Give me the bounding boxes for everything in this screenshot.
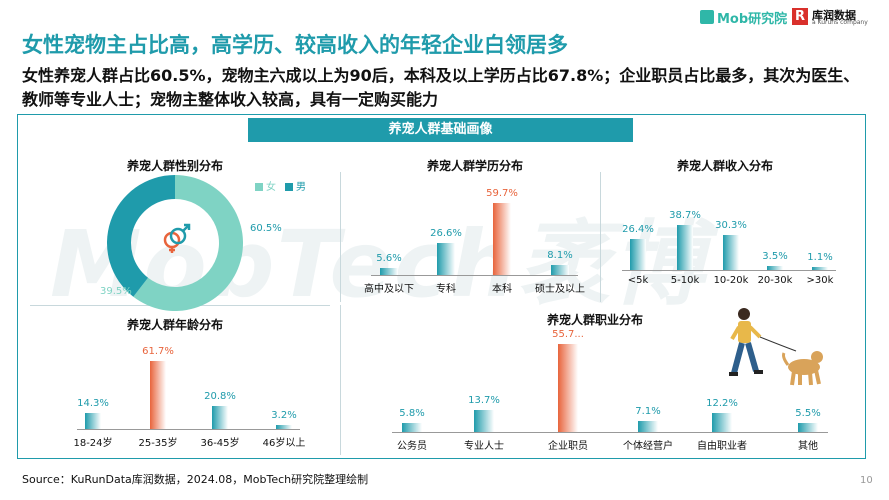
education-chart-title: 养宠人群学历分布 [426, 159, 523, 173]
gender-chart-title: 养宠人群性别分布 [126, 159, 223, 173]
person-walking-dog-icon [729, 308, 823, 386]
age-category-label: 46岁以上 [262, 438, 306, 449]
legend-male-swatch [285, 183, 293, 191]
occupation-baseline [392, 432, 828, 433]
age-bar [276, 425, 292, 429]
education-category-label: 硕士及以上 [535, 284, 585, 295]
education-bar [551, 265, 569, 275]
age-category-label: 36-45岁 [200, 438, 240, 449]
age-value-label: 20.8% [204, 391, 236, 403]
mob-logo-icon [700, 10, 714, 24]
occupation-category-label: 专业人士 [464, 441, 504, 452]
income-value-label: 26.4% [622, 224, 654, 236]
income-category-label: 20-30k [757, 275, 793, 286]
occupation-bar [558, 344, 578, 432]
income-baseline [622, 270, 836, 271]
kurun-logo-tagline: a Kuruns company [812, 19, 868, 26]
legend-female: 女 [255, 178, 276, 193]
kurun-logo-text: 库润数据 [812, 9, 856, 22]
legend-female-label: 女 [266, 182, 276, 193]
income-category-label: >30k [806, 275, 834, 286]
education-bar [437, 242, 455, 275]
education-category-label: 专科 [436, 284, 456, 295]
income-value-label: 1.1% [807, 252, 833, 263]
age-value-label: 14.3% [77, 398, 109, 410]
logo-bar: Mob研究院 R 库润数据 a Kuruns company [700, 8, 880, 28]
income-value-label: 3.5% [762, 250, 788, 262]
occupation-value-label: 12.2% [706, 397, 738, 409]
occupation-category-label: 公务员 [397, 441, 427, 452]
gender-donut-chart [107, 175, 243, 311]
content-frame [17, 114, 866, 459]
occupation-value-label: 13.7% [468, 395, 500, 407]
income-bar [723, 234, 739, 270]
age-category-label: 25-35岁 [138, 438, 178, 449]
occupation-category-label: 其他 [798, 441, 818, 452]
legend-male: 男 [285, 178, 306, 193]
occupation-bar [798, 423, 818, 432]
divider-vertical [340, 305, 341, 455]
occupation-value-label: 55.7... [552, 329, 584, 340]
income-category-label: <5k [627, 275, 649, 286]
income-bar [767, 265, 783, 270]
income-value-label: 38.7% [669, 210, 701, 221]
occupation-chart-title: 养宠人群职业分布 [546, 313, 643, 327]
divider-vertical [600, 172, 601, 302]
age-chart-title: 养宠人群年龄分布 [126, 318, 223, 332]
legend-female-swatch [255, 183, 263, 191]
age-category-label: 18-24岁 [73, 438, 113, 449]
income-bar [812, 267, 828, 270]
income-value-label: 30.3% [715, 219, 747, 231]
occupation-category-label: 自由职业者 [697, 441, 747, 452]
legend-male-label: 男 [296, 182, 306, 193]
donut-label-female: 60.5% [250, 223, 282, 234]
gender-symbols-icon [160, 222, 192, 254]
donut-slice-female [133, 175, 243, 311]
divider-vertical [340, 172, 341, 302]
education-category-label: 本科 [492, 284, 512, 295]
education-baseline [371, 275, 578, 276]
age-baseline [77, 429, 300, 430]
age-bar [150, 361, 166, 429]
education-value-label: 5.6% [376, 253, 402, 265]
donut-label-male: 39.5% [100, 286, 132, 297]
donut-slice-male [107, 175, 175, 297]
education-bar [380, 268, 398, 275]
income-category-label: 10-20k [713, 275, 749, 286]
education-value-label: 8.1% [547, 250, 573, 262]
age-bar [212, 406, 228, 429]
page-number: 10 [860, 475, 873, 486]
age-value-label: 61.7% [142, 346, 174, 357]
age-bar [85, 413, 101, 429]
occupation-category-label: 企业职员 [548, 441, 588, 452]
occupation-value-label: 5.8% [399, 407, 425, 419]
education-category-label: 高中及以下 [364, 284, 414, 295]
income-category-label: 5-10k [670, 275, 700, 286]
section-banner: 养宠人群基础画像 [248, 118, 633, 142]
page-title: 女性宠物主占比高，高学历、较高收入的年轻企业白领居多 [22, 33, 568, 57]
education-bar [493, 203, 511, 275]
income-chart-title: 养宠人群收入分布 [676, 159, 773, 173]
page-subtitle: 女性养宠人群占比60.5%，宠物主六成以上为90后，本科及以上学历占比67.8%… [22, 66, 860, 109]
occupation-bar [712, 412, 732, 432]
income-bar [677, 225, 693, 270]
mob-logo-text: Mob研究院 [717, 12, 788, 27]
kurun-logo-icon: R [792, 8, 808, 25]
education-value-label: 26.6% [430, 227, 462, 239]
occupation-bar [474, 410, 494, 432]
income-bar [630, 239, 646, 270]
occupation-bar [638, 420, 658, 432]
occupation-value-label: 5.5% [795, 408, 821, 420]
age-value-label: 3.2% [271, 410, 297, 422]
occupation-category-label: 个体经营户 [623, 441, 673, 452]
occupation-value-label: 7.1% [635, 405, 661, 417]
occupation-bar [402, 422, 422, 432]
education-value-label: 59.7% [486, 188, 518, 199]
source-note: Source：KuRunData库润数据，2024.08，MobTech研究院整… [22, 473, 369, 486]
